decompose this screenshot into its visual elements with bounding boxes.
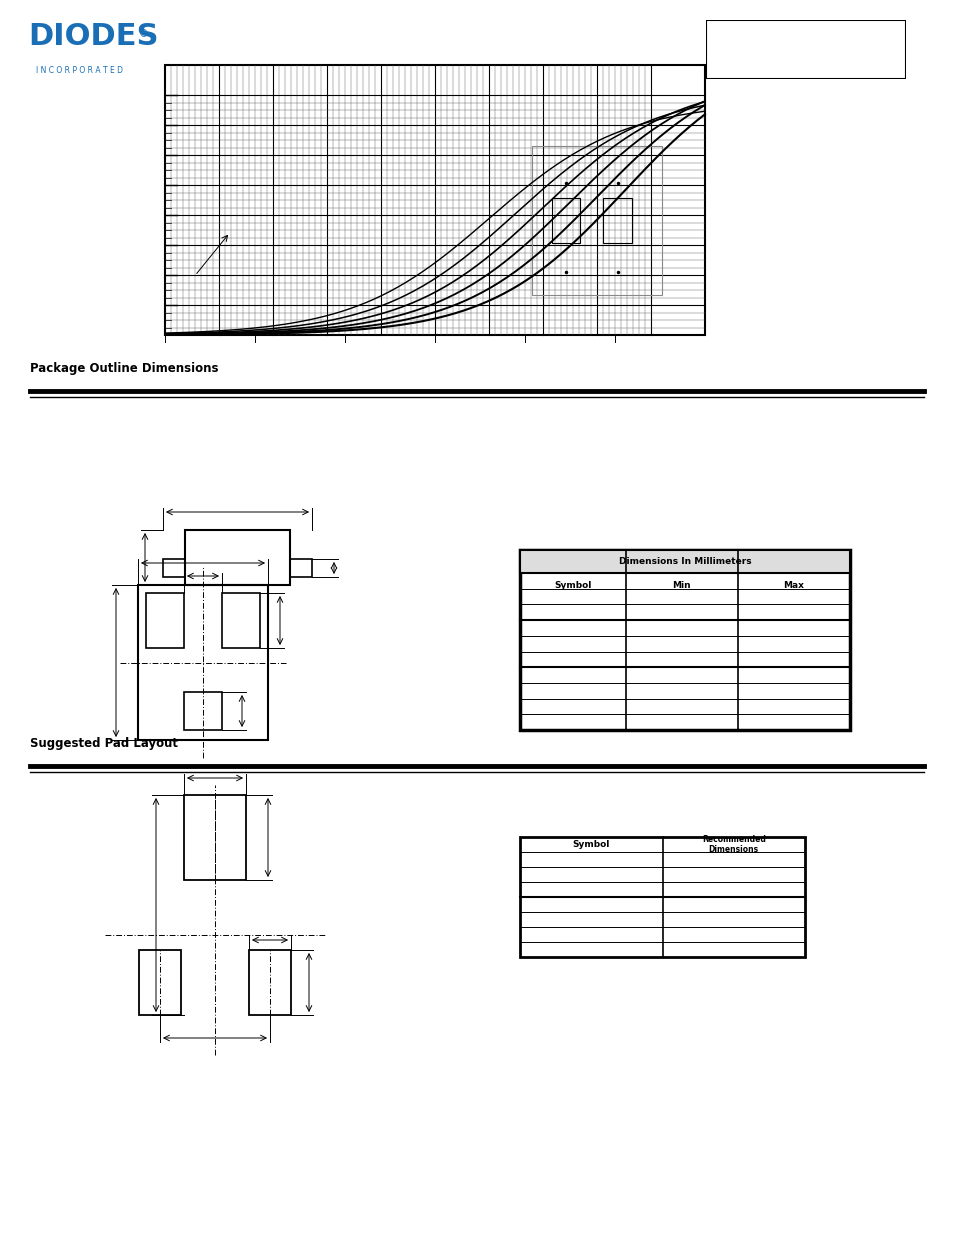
Text: Dimensions In Millimeters: Dimensions In Millimeters xyxy=(618,557,751,566)
Bar xyxy=(184,795,246,881)
Text: Suggested Pad Layout: Suggested Pad Layout xyxy=(30,737,178,750)
Bar xyxy=(532,146,661,294)
Bar xyxy=(551,198,579,242)
Bar xyxy=(519,550,849,573)
Bar xyxy=(519,550,849,730)
Text: I N C O R P O R A T E D: I N C O R P O R A T E D xyxy=(36,65,123,74)
Text: Symbol: Symbol xyxy=(554,580,591,589)
Text: Recommended
Dimensions: Recommended Dimensions xyxy=(701,835,765,855)
Bar xyxy=(222,593,260,648)
Bar xyxy=(184,692,222,730)
Text: Package Outline Dimensions: Package Outline Dimensions xyxy=(30,362,218,375)
Text: DIODES: DIODES xyxy=(29,22,159,51)
Text: Max: Max xyxy=(782,580,803,589)
Bar xyxy=(163,559,185,577)
Bar xyxy=(519,837,804,957)
Bar xyxy=(138,585,268,740)
Bar xyxy=(165,65,704,335)
Bar xyxy=(139,950,181,1015)
Text: Symbol: Symbol xyxy=(572,840,609,848)
Bar xyxy=(146,593,184,648)
Bar xyxy=(603,198,631,242)
Text: ®: ® xyxy=(138,30,148,40)
Text: Min: Min xyxy=(672,580,690,589)
Bar xyxy=(249,950,291,1015)
Bar xyxy=(290,559,312,577)
Bar xyxy=(185,530,290,585)
